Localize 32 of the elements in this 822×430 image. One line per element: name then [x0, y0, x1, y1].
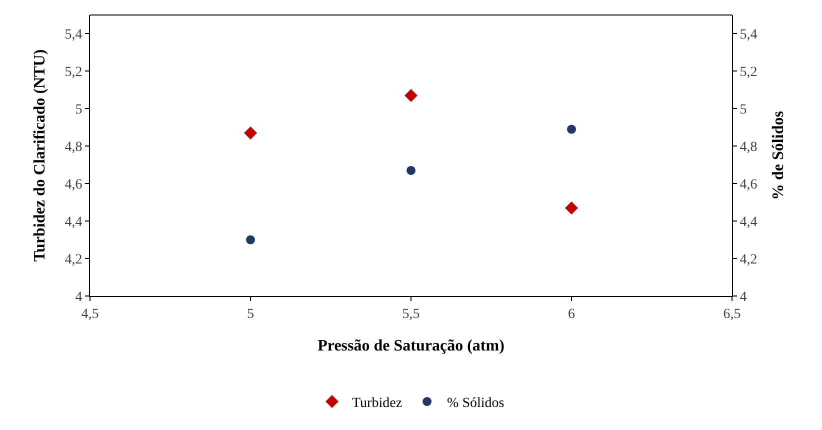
y-tick-label: 5,2	[64, 65, 82, 80]
legend-label: Turbidez	[352, 396, 402, 411]
y2-tick-label: 4,8	[740, 140, 758, 156]
x-axis-title: Pressão de Saturação (atm)	[318, 338, 504, 354]
y2-tick-label: 5,4	[740, 28, 758, 43]
x-tick-label: 4,5	[81, 306, 99, 322]
y-tick-label: 4,6	[64, 178, 82, 192]
point	[406, 166, 416, 175]
y2-tick-label: 4	[740, 290, 747, 305]
y-tick-label: 4,8	[64, 140, 82, 156]
y-tick-label: 5,4	[64, 28, 82, 43]
y-tick-label: 5	[75, 102, 82, 118]
y2-tick-label: 4,2	[740, 252, 758, 268]
y2-tick-label: 5	[740, 102, 747, 118]
x-tick-label: 5,5	[402, 306, 420, 322]
y-tick-label: 4,4	[64, 214, 82, 230]
legend-label: % Sólidos	[447, 396, 504, 411]
point	[404, 89, 418, 102]
x-tick-label: 6	[568, 306, 575, 322]
y2-axis-title: % de Sólidos	[770, 111, 787, 200]
x-tick-label: 6,5	[723, 306, 741, 322]
y-tick-label: 4,2	[64, 252, 82, 268]
y-tick-label: 4	[75, 290, 82, 305]
y2-tick-label: 5,2	[740, 65, 758, 80]
point	[246, 235, 255, 244]
point	[567, 124, 576, 134]
y2-tick-label: 4,4	[740, 214, 758, 230]
point	[244, 126, 257, 140]
point	[565, 201, 578, 214]
y2-tick-label: 4,6	[740, 178, 758, 192]
y-axis-title: Turbidez do Clarificado (NTU)	[32, 49, 49, 262]
x-tick-label: 5	[247, 306, 254, 322]
